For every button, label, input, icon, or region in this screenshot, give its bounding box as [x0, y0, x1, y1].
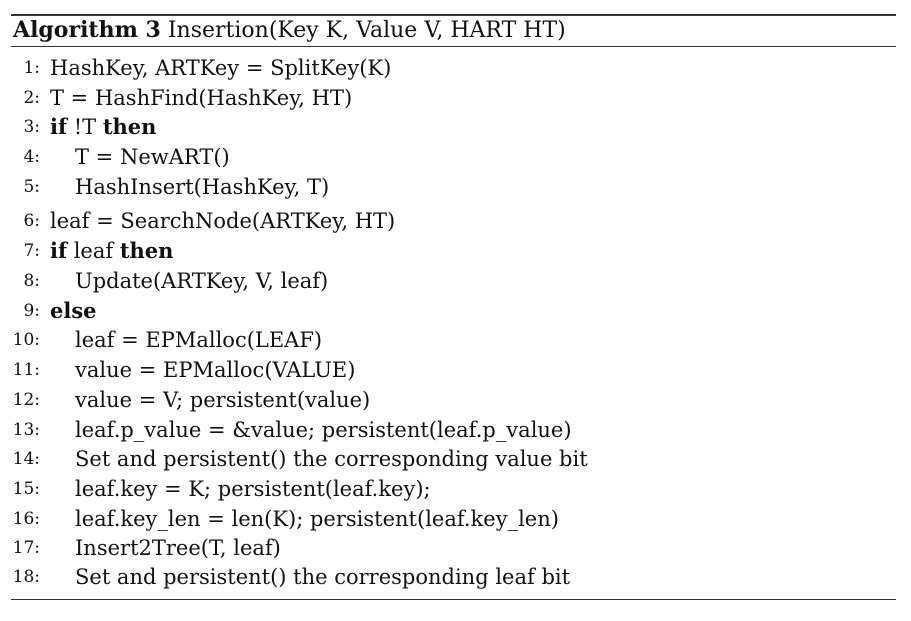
line-number: 12: — [12, 390, 40, 410]
line-code: leaf = EPMalloc(LEAF) — [75, 328, 323, 352]
line-number: 17: — [12, 538, 40, 558]
line-number: 13: — [12, 420, 40, 440]
line-number: 3: — [23, 117, 40, 137]
line-code: Set and persistent() the corresponding l… — [75, 565, 571, 589]
line-number: 6: — [23, 211, 40, 231]
keyword-then: then — [119, 238, 174, 263]
line-number: 5: — [23, 177, 40, 197]
keyword-if: if — [50, 238, 68, 263]
line-code: leaf.key_len = len(K); persistent(leaf.k… — [75, 507, 559, 531]
line-code: leaf.key = K; persistent(leaf.key); — [75, 477, 431, 501]
line-code: else — [50, 296, 97, 326]
line-code: leaf = SearchNode(ARTKey, HT) — [50, 209, 396, 233]
line-number: 4: — [23, 147, 40, 167]
keyword-else: else — [50, 298, 97, 323]
algorithm-label: Algorithm 3 — [13, 17, 161, 43]
line-code: if leaf then — [50, 238, 174, 263]
top-rule — [11, 14, 896, 16]
line-code: value = V; persistent(value) — [75, 388, 371, 412]
algorithm-title: Insertion(Key K, Value V, HART HT) — [167, 18, 566, 43]
line-number: 9: — [23, 301, 40, 321]
line-number: 8: — [23, 271, 40, 291]
algorithm-caption: Algorithm 3 Insertion(Key K, Value V, HA… — [13, 15, 566, 45]
line-number: 16: — [12, 509, 40, 529]
line-number: 18: — [12, 567, 40, 587]
line-code: Update(ARTKey, V, leaf) — [75, 269, 329, 293]
line-code: leaf.p_value = &value; persistent(leaf.p… — [75, 418, 572, 442]
line-number: 2: — [23, 88, 40, 108]
line-code: T = NewART() — [75, 145, 230, 169]
keyword-then: then — [102, 114, 157, 139]
line-number: 10: — [12, 330, 40, 350]
line-code: if !T then — [50, 114, 157, 139]
line-number: 15: — [12, 479, 40, 499]
line-code: value = EPMalloc(VALUE) — [75, 358, 356, 382]
line-number: 1: — [23, 58, 40, 78]
keyword-if: if — [50, 114, 68, 139]
bottom-rule — [11, 599, 896, 600]
line-code: HashKey, ARTKey = SplitKey(K) — [50, 56, 392, 80]
line-code: HashInsert(HashKey, T) — [75, 175, 330, 199]
line-number: 14: — [12, 449, 40, 469]
line-number: 7: — [23, 241, 40, 261]
line-code: T = HashFind(HashKey, HT) — [50, 86, 353, 110]
line-code: Insert2Tree(T, leaf) — [75, 536, 281, 560]
line-code: Set and persistent() the corresponding v… — [75, 447, 588, 471]
caption-rule — [11, 46, 896, 47]
line-number: 11: — [12, 360, 40, 380]
